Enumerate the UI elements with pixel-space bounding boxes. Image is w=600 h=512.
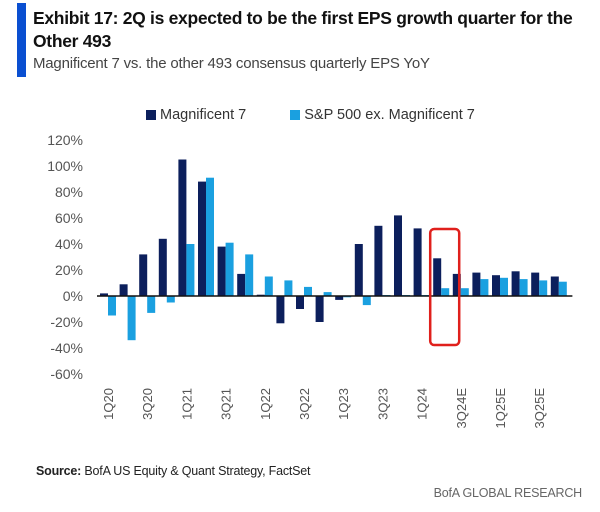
bar-mag7-4Q20 bbox=[158, 238, 167, 296]
x-tick-label: 3Q22 bbox=[297, 388, 312, 420]
bar-mag7-1Q20 bbox=[100, 293, 108, 296]
bar-mag7-2Q24 bbox=[433, 258, 442, 296]
legend-swatch-mag7 bbox=[146, 110, 156, 120]
bar-sp500-ex-3Q25E bbox=[539, 280, 548, 296]
y-tick-label: 60% bbox=[55, 210, 83, 226]
bar-mag7-4Q25E bbox=[550, 276, 559, 296]
x-tick-label: 3Q24E bbox=[454, 388, 469, 429]
x-tick-label: 3Q23 bbox=[375, 388, 390, 420]
bar-sp500-ex-1Q21 bbox=[186, 244, 195, 296]
bar-sp500-ex-4Q22 bbox=[323, 292, 332, 296]
title-accent-bar bbox=[17, 3, 26, 77]
bar-mag7-4Q21 bbox=[237, 273, 246, 296]
x-axis: 1Q20 3Q20 1Q21 3Q21 1Q22 3Q22 1Q23 3Q23 1Q24 3Q24… bbox=[101, 388, 547, 429]
source-text: BofA US Equity & Quant Strategy, FactSet bbox=[81, 464, 311, 478]
bar-mag7-4Q23 bbox=[394, 215, 402, 296]
bar-mag7-1Q24 bbox=[413, 228, 422, 296]
y-tick-label: 0% bbox=[63, 288, 83, 304]
x-tick-label: 1Q21 bbox=[179, 388, 194, 420]
bar-sp500-ex-2Q25E bbox=[519, 279, 528, 296]
bar-mag7-4Q22 bbox=[315, 296, 324, 322]
bar-sp500-ex-2Q24 bbox=[441, 288, 450, 296]
x-tick-label: 3Q21 bbox=[219, 388, 234, 420]
bar-sp500-ex-4Q24E bbox=[480, 279, 489, 296]
x-tick-label: 3Q25E bbox=[532, 388, 547, 429]
bar-mag7-1Q21 bbox=[178, 159, 187, 296]
x-tick-label: 1Q22 bbox=[258, 388, 273, 420]
bar-mag7-2Q21 bbox=[198, 181, 206, 296]
bar-sp500-ex-3Q20 bbox=[147, 296, 156, 313]
bar-mag7-2Q23 bbox=[354, 244, 363, 296]
bar-sp500-ex-2Q23 bbox=[362, 296, 371, 306]
bar-mag7-3Q22 bbox=[296, 296, 304, 309]
brand-label: BofA GLOBAL RESEARCH bbox=[433, 486, 583, 500]
bar-sp500-ex-2Q22 bbox=[284, 280, 293, 296]
x-tick-label: 3Q20 bbox=[140, 388, 155, 420]
y-axis: 120% 100% 80% 60% 40% 20% 0% -20% -40% -60% bbox=[47, 132, 83, 382]
bar-sp500-ex-2Q20 bbox=[127, 296, 136, 341]
legend-label-mag7: Magnificent 7 bbox=[160, 107, 247, 123]
x-tick-label: 1Q20 bbox=[101, 388, 116, 420]
bar-mag7-2Q20 bbox=[119, 284, 128, 296]
bar-sp500-ex-3Q21 bbox=[225, 242, 234, 296]
bar-sp500-ex-1Q20 bbox=[108, 296, 116, 316]
y-tick-label: 40% bbox=[55, 236, 83, 252]
bar-sp500-ex-4Q21 bbox=[245, 254, 254, 296]
highlight-box-2Q24 bbox=[428, 227, 461, 347]
source-label: Source: bbox=[36, 464, 82, 478]
x-tick-label: 1Q23 bbox=[336, 388, 351, 420]
bar-sp500-ex-1Q22 bbox=[264, 276, 273, 296]
bar-mag7-3Q20 bbox=[139, 254, 148, 296]
y-tick-label: 100% bbox=[47, 158, 83, 174]
bar-sp500-ex-2Q21 bbox=[206, 177, 214, 296]
legend: Magnificent 7 S&P 500 ex. Magnificent 7 bbox=[146, 107, 475, 123]
y-tick-label: 20% bbox=[55, 262, 83, 278]
x-tick-label: 1Q25E bbox=[493, 388, 508, 429]
bar-sp500-ex-1Q25E bbox=[500, 277, 508, 296]
bar-sp500-ex-4Q20 bbox=[166, 296, 175, 303]
bar-mag7-1Q25E bbox=[492, 275, 500, 296]
source-note: Source: BofA US Equity & Quant Strategy,… bbox=[36, 464, 311, 478]
bar-sp500-ex-4Q25E bbox=[558, 281, 567, 296]
bar-mag7-1Q23 bbox=[335, 296, 344, 300]
legend-item-mag7: Magnificent 7 bbox=[146, 107, 246, 123]
bar-mag7-2Q22 bbox=[276, 296, 285, 324]
bars bbox=[100, 159, 567, 341]
legend-item-sp500-ex: S&P 500 ex. Magnificent 7 bbox=[290, 107, 475, 123]
chart-title: Exhibit 17: 2Q is expected to be the fir… bbox=[33, 8, 573, 51]
y-tick-label: 80% bbox=[55, 184, 83, 200]
bar-mag7-3Q24E bbox=[452, 273, 461, 296]
bar-mag7-4Q24E bbox=[472, 272, 481, 296]
y-tick-label: -60% bbox=[50, 366, 83, 382]
bar-mag7-2Q25E bbox=[511, 271, 520, 296]
x-tick-label: 1Q24 bbox=[415, 388, 430, 420]
bar-mag7-3Q23 bbox=[374, 225, 383, 296]
legend-label-sp500-ex: S&P 500 ex. Magnificent 7 bbox=[304, 107, 475, 123]
bar-mag7-3Q21 bbox=[217, 246, 226, 296]
annotations bbox=[428, 227, 461, 347]
y-tick-label: -20% bbox=[50, 314, 83, 330]
y-tick-label: -40% bbox=[50, 340, 83, 356]
bar-sp500-ex-3Q22 bbox=[304, 286, 312, 296]
legend-swatch-sp500-ex bbox=[290, 110, 301, 120]
bar-mag7-3Q25E bbox=[531, 272, 540, 296]
bar-sp500-ex-3Q24E bbox=[460, 288, 469, 296]
chart-subtitle: Magnificent 7 vs. the other 493 consensu… bbox=[33, 55, 430, 72]
y-tick-label: 120% bbox=[47, 132, 83, 148]
